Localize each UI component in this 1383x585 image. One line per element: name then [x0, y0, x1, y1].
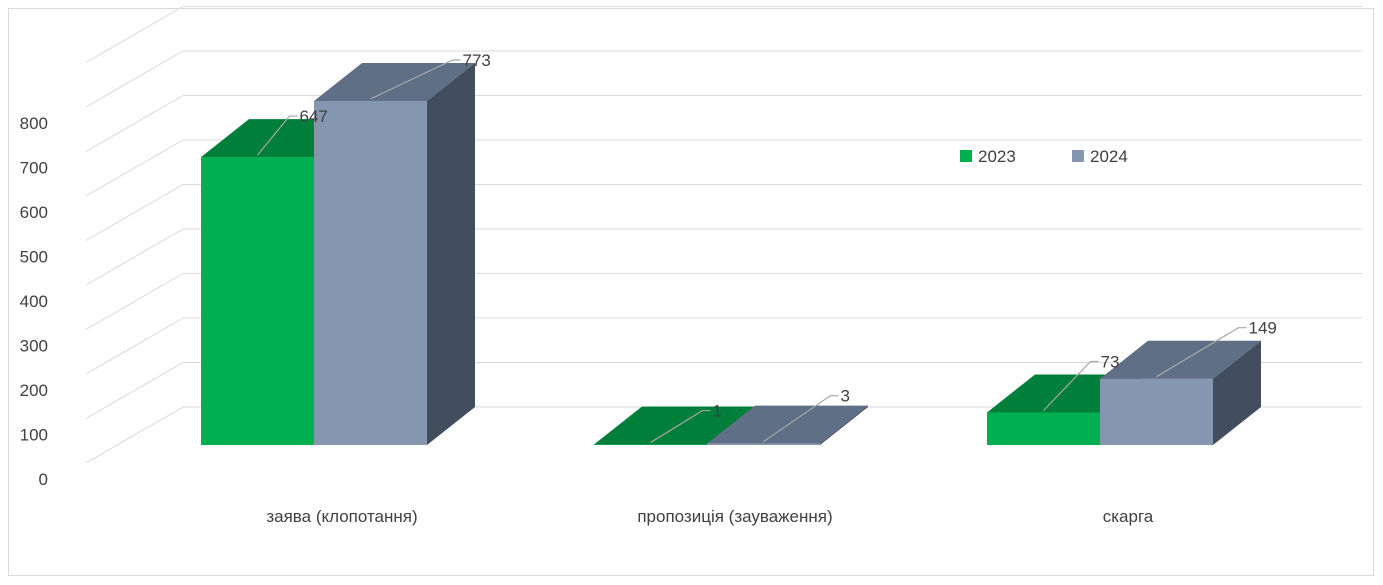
legend-label: 2024	[1090, 147, 1128, 166]
data-label-leader	[1043, 360, 1099, 411]
bar-top-2023	[594, 406, 755, 445]
data-label-leader	[763, 395, 839, 443]
gridline-diagonal	[85, 362, 184, 419]
y-tick-label: 200	[20, 381, 48, 400]
bar-side-2024	[820, 405, 868, 445]
data-label-leader	[1156, 327, 1247, 378]
x-category-label: скарга	[1103, 507, 1154, 526]
data-label-leader	[650, 409, 711, 444]
y-tick-label: 500	[20, 248, 48, 267]
bar-front-2024	[707, 443, 820, 445]
y-tick-label: 700	[20, 159, 48, 178]
y-tick-label: 800	[20, 114, 48, 133]
y-axis-ticks: 0 100 200 300 400 500 600 700 800	[20, 114, 48, 489]
data-labels: 647 773 1 3 73 149	[257, 51, 1277, 444]
data-label: 647	[300, 107, 328, 126]
legend-swatch	[1072, 150, 1084, 162]
bar-top-2024	[314, 63, 475, 102]
gridline-diagonal	[85, 95, 184, 152]
gridline-diagonal	[85, 6, 184, 63]
y-tick-label: 400	[20, 292, 48, 311]
data-label-leader	[370, 59, 461, 100]
bar-front-2023	[987, 412, 1100, 445]
gridline-diagonal	[85, 139, 184, 197]
gridline-diagonal	[85, 317, 184, 375]
gridline-diagonal	[85, 50, 184, 108]
bars	[201, 63, 1261, 445]
gridline-diagonal	[85, 406, 184, 464]
data-label: 73	[1101, 353, 1120, 372]
gridline-diagonal	[85, 184, 184, 241]
legend-swatch	[960, 150, 972, 162]
gridline-diagonal	[85, 228, 184, 286]
bar-front-2024	[1100, 378, 1213, 445]
data-label: 149	[1249, 319, 1277, 338]
data-label-leader	[257, 115, 298, 156]
bar-front-2023	[201, 157, 314, 445]
x-axis-categories: заява (клопотання) пропозиція (зауваження…	[266, 507, 1153, 526]
legend: 2023 2024	[960, 147, 1128, 166]
bar-front-2024	[314, 101, 427, 445]
bar-side-2024	[1213, 340, 1261, 445]
y-tick-label: 0	[39, 470, 48, 489]
bar-side-2024	[427, 63, 475, 445]
legend-label: 2023	[978, 147, 1016, 166]
gridline-diagonal	[85, 273, 184, 330]
data-label: 1	[713, 402, 722, 421]
data-label: 3	[841, 387, 850, 406]
y-tick-label: 100	[20, 426, 48, 445]
bar-top-2024	[1100, 340, 1261, 379]
data-label: 773	[463, 51, 491, 70]
y-tick-label: 600	[20, 203, 48, 222]
x-category-label: заява (клопотання)	[266, 507, 417, 526]
y-tick-label: 300	[20, 337, 48, 356]
x-category-label: пропозиція (зауваження)	[637, 507, 832, 526]
